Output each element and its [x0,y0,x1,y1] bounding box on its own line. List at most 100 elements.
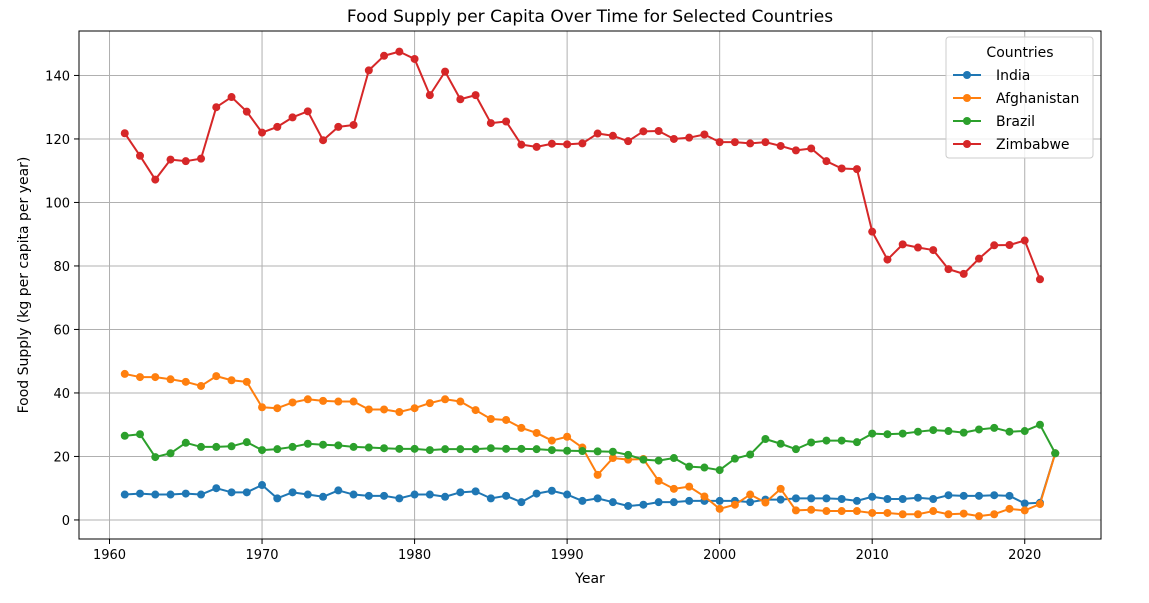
data-point-india [395,494,404,503]
data-point-brazil [852,438,861,447]
data-point-afghanistan [273,404,282,413]
data-point-zimbabwe [242,107,251,116]
data-point-brazil [471,445,480,454]
data-point-india [532,489,541,498]
data-point-zimbabwe [288,113,297,122]
data-point-brazil [136,430,145,439]
data-point-brazil [685,462,694,471]
data-point-afghanistan [791,506,800,515]
data-point-afghanistan [441,395,450,404]
data-point-afghanistan [715,504,724,513]
legend-swatch-marker [963,71,971,79]
data-point-afghanistan [471,406,480,415]
data-point-brazil [578,447,587,456]
data-point-afghanistan [685,482,694,491]
data-point-afghanistan [974,512,983,521]
data-point-afghanistan [913,510,922,519]
data-point-brazil [410,444,419,453]
x-tick-label: 1990 [551,548,584,563]
x-tick-label: 1970 [245,548,278,563]
data-point-brazil [395,444,404,453]
data-point-india [578,496,587,505]
data-point-india [181,489,190,498]
data-point-zimbabwe [1005,241,1014,249]
data-point-zimbabwe [380,51,389,60]
data-point-zimbabwe [364,66,373,75]
data-point-zimbabwe [319,136,328,145]
data-point-brazil [791,445,800,454]
legend-box [945,36,1094,159]
data-point-zimbabwe [868,227,877,236]
data-point-zimbabwe [654,127,663,136]
data-point-afghanistan [181,377,190,386]
data-point-brazil [913,427,922,436]
data-point-brazil [288,442,297,451]
data-point-brazil [273,445,282,454]
data-point-zimbabwe [425,91,434,100]
data-point-afghanistan [486,414,495,423]
data-point-afghanistan [425,399,434,408]
data-point-brazil [166,449,175,458]
data-point-zimbabwe [685,133,694,142]
data-point-india [685,496,694,505]
data-point-zimbabwe [761,138,770,147]
data-point-zimbabwe [746,139,755,148]
data-point-brazil [1051,449,1060,458]
data-point-india [136,489,145,498]
data-point-afghanistan [517,423,526,432]
x-tick-label: 1980 [398,548,431,563]
data-point-india [822,494,831,503]
data-point-india [166,490,175,499]
data-point-afghanistan [166,375,175,384]
legend-item-india: India [953,68,1030,84]
data-point-india [471,487,480,496]
data-point-brazil [898,429,907,438]
data-point-brazil [120,431,129,440]
data-point-brazil [456,445,465,454]
data-point-afghanistan [837,507,846,516]
y-tick-label: 100 [45,196,70,211]
data-point-india [151,490,160,499]
data-point-afghanistan [151,373,160,382]
data-point-india [929,495,938,503]
data-point-brazil [334,441,343,450]
data-point-afghanistan [898,510,907,519]
data-point-zimbabwe [258,128,267,137]
data-point-india [486,494,495,503]
data-point-india [547,486,556,495]
data-point-brazil [547,446,556,455]
data-point-zimbabwe [791,146,800,155]
data-point-brazil [242,438,251,447]
data-point-afghanistan [258,403,267,412]
data-point-afghanistan [593,470,602,479]
data-point-brazil [837,436,846,445]
data-point-brazil [761,434,770,443]
data-point-afghanistan [395,408,404,416]
data-point-brazil [639,455,648,464]
data-point-afghanistan [868,508,877,517]
data-point-india [227,488,236,497]
data-point-brazil [441,445,450,454]
data-point-zimbabwe [502,117,511,126]
legend-label: India [996,68,1030,84]
data-point-india [1005,491,1014,500]
data-point-afghanistan [532,428,541,437]
data-point-india [456,488,465,497]
data-point-afghanistan [700,492,709,501]
data-point-brazil [868,429,877,438]
x-axis-label: Year [574,571,605,587]
data-point-brazil [380,444,389,453]
data-point-india [746,498,755,507]
data-point-zimbabwe [563,140,572,149]
data-series [120,47,1060,521]
data-point-zimbabwe [624,137,633,146]
data-point-zimbabwe [197,154,206,163]
data-point-india [791,494,800,503]
data-point-afghanistan [959,509,968,518]
data-point-zimbabwe [181,157,190,166]
data-point-zimbabwe [136,151,145,160]
data-point-india [608,498,617,507]
data-point-brazil [944,427,953,436]
data-point-afghanistan [822,507,831,516]
data-point-zimbabwe [807,144,816,153]
